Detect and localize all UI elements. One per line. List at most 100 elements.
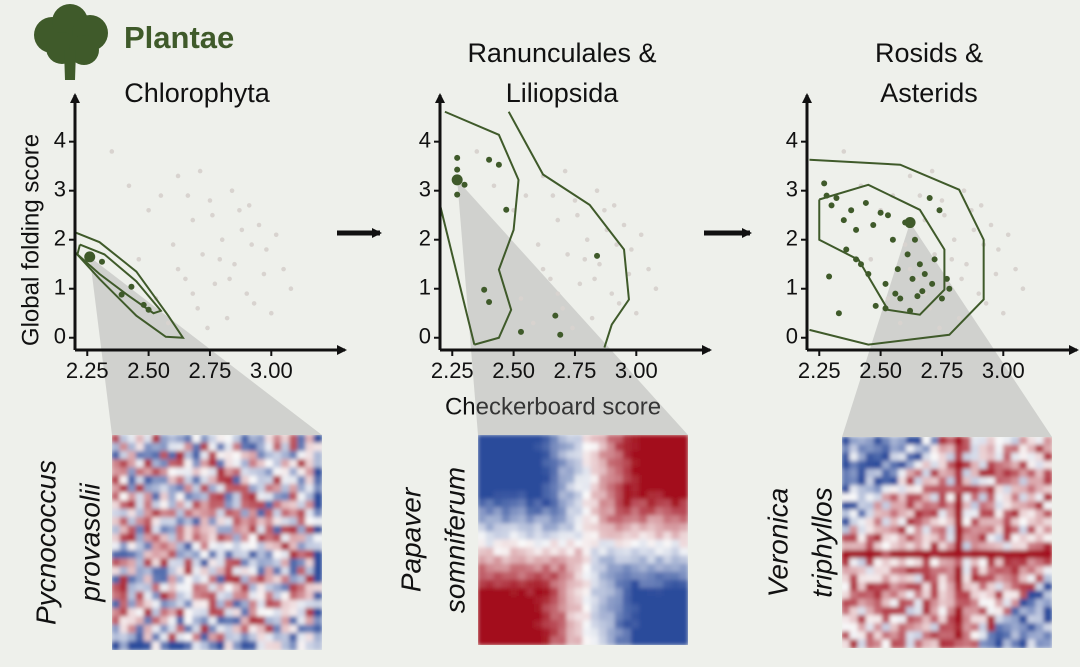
heatmap-cell: [112, 550, 121, 560]
heatmap-cell: [914, 493, 924, 503]
heatmap-cell: [647, 587, 657, 598]
heatmap-cell: [200, 616, 210, 626]
x-tick-label: 3.00: [250, 358, 293, 383]
heatmap-cell: [1035, 598, 1045, 608]
heatmap-cell: [517, 563, 527, 573]
heatmap-cell: [1035, 460, 1045, 470]
heatmap-cell: [509, 523, 519, 533]
heatmap-cell: [614, 587, 624, 598]
heatmap-cell: [192, 442, 202, 453]
heatmap-cell: [930, 574, 940, 584]
heatmap-cell: [119, 451, 129, 461]
heatmap-cell: [914, 460, 924, 470]
heatmap-cell: [986, 574, 996, 584]
heatmap-cell: [1035, 444, 1045, 454]
heatmap-cell: [970, 437, 980, 446]
heatmap-cell: [906, 468, 916, 479]
heatmap-cell: [208, 500, 218, 510]
heatmap-cell: [938, 444, 948, 454]
heatmap-cell: [542, 596, 552, 606]
heatmap-cell: [289, 558, 299, 568]
heatmap-cell: [534, 547, 544, 557]
heatmap-cell: [590, 555, 600, 565]
heatmap-cell: [873, 542, 883, 552]
point: [884, 212, 891, 219]
point: [454, 166, 461, 173]
heatmap-cell: [898, 639, 908, 648]
heatmap-cell: [478, 523, 487, 533]
heatmap-cell: [135, 550, 145, 560]
heatmap-cell: [970, 460, 980, 470]
point: [495, 161, 502, 168]
heatmap-cell: [857, 615, 867, 625]
background-point: [530, 320, 536, 326]
heatmap-cell: [224, 616, 234, 626]
point: [929, 280, 936, 287]
heatmap-cell: [542, 474, 552, 484]
heatmap-cell: [176, 550, 186, 560]
heatmap-cell: [176, 484, 186, 494]
header: Plantae: [124, 20, 234, 55]
heatmap-cell: [305, 591, 315, 601]
heatmap-cell: [906, 558, 916, 568]
heatmap-cell: [574, 555, 584, 565]
point: [889, 236, 896, 243]
heatmap-cell: [865, 631, 875, 641]
heatmap-cell: [663, 435, 673, 444]
heatmap-cell: [501, 482, 511, 493]
heatmap-cell: [986, 550, 996, 560]
heatmap-cell: [671, 539, 681, 549]
heatmap-cell: [485, 474, 495, 484]
heatmap-cell: [865, 477, 875, 487]
heatmap-cell: [542, 604, 552, 614]
heatmap-cell: [1027, 533, 1037, 543]
heatmap-cell: [127, 442, 137, 453]
background-point: [885, 296, 891, 301]
heatmap-cell: [485, 442, 495, 452]
heatmap-cell: [1043, 468, 1052, 479]
heatmap-cell: [478, 563, 487, 573]
point: [843, 246, 850, 253]
heatmap-cell: [135, 467, 145, 477]
heatmap-cell: [305, 616, 315, 626]
heatmap-cell: [478, 547, 487, 557]
heatmap-cell: [671, 523, 681, 533]
heatmap-cell: [679, 596, 688, 606]
background-point: [633, 310, 639, 316]
heatmap-cell: [192, 492, 202, 502]
heatmap-cell: [151, 484, 161, 494]
background-point: [1005, 232, 1011, 238]
heatmap-cell: [534, 612, 544, 622]
heatmap-cell: [663, 571, 673, 581]
heatmap-cell: [525, 458, 536, 468]
background-point: [646, 266, 651, 272]
heatmap-cell: [914, 550, 924, 560]
heatmap-cell: [232, 542, 242, 552]
heatmap-cell: [493, 531, 503, 541]
heatmap-cell: [485, 499, 495, 509]
heatmap-cell: [655, 435, 665, 444]
heatmap-cell: [151, 475, 161, 486]
heatmap-cell: [647, 515, 657, 525]
heatmap-cell: [240, 616, 250, 626]
heatmap-cell: [184, 500, 194, 510]
heatmap-cell: [289, 500, 299, 510]
heatmap-cell: [857, 623, 867, 633]
heatmap-cell: [1003, 574, 1013, 584]
heatmap-cell: [232, 525, 242, 535]
heatmap-cell: [200, 508, 210, 519]
heatmap-cell: [590, 507, 600, 517]
point: [517, 328, 524, 335]
heatmap-cell: [622, 579, 632, 589]
heatmap-cell: [655, 604, 665, 614]
heatmap-cell: [574, 474, 584, 484]
heatmap-cell: [558, 636, 568, 645]
heatmap-cell: [208, 632, 218, 643]
heatmap-cell: [558, 523, 568, 533]
heatmap-cell: [938, 631, 948, 641]
heatmap-cell: [1027, 517, 1037, 527]
heatmap-cell: [639, 482, 649, 493]
heatmap-cell: [135, 632, 145, 643]
heatmap-cell: [240, 500, 250, 510]
heatmap-cell: [865, 574, 875, 584]
